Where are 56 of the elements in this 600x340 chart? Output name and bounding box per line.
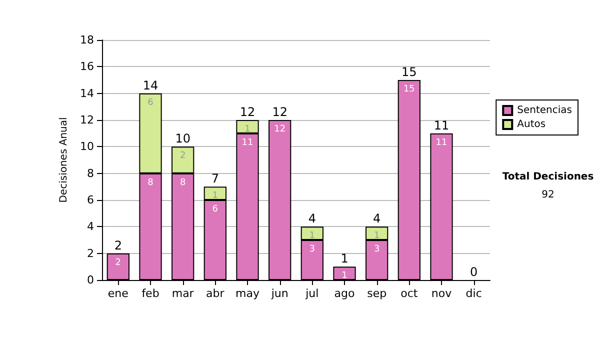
total-label: 15 — [402, 65, 417, 79]
x-tick-label: nov — [431, 287, 452, 300]
x-tick-label: mar — [172, 287, 194, 300]
total-label: 14 — [142, 78, 158, 92]
x-tick-label: feb — [142, 287, 160, 300]
y-tick-label: 4 — [87, 220, 94, 234]
data-label: 1 — [244, 124, 250, 134]
y-axis-title: Decisiones Anual — [58, 117, 70, 203]
y-tick-label: 2 — [87, 246, 94, 260]
x-tick-label: may — [236, 287, 260, 300]
data-label: 11 — [242, 138, 254, 148]
total-label: 4 — [373, 212, 381, 226]
y-tick-label: 6 — [87, 194, 94, 206]
data-label: 3 — [309, 244, 316, 254]
data-label: 6 — [148, 98, 154, 108]
x-tick-label: ene — [108, 287, 129, 300]
data-label: 2 — [115, 258, 122, 268]
total-label: 10 — [175, 132, 190, 146]
total-label: 7 — [211, 172, 219, 186]
y-tick-label: 0 — [87, 274, 94, 286]
data-label: 6 — [212, 204, 218, 214]
x-tick-label: sep — [367, 287, 387, 300]
y-tick-label: 12 — [80, 114, 94, 126]
data-label: 3 — [374, 244, 380, 254]
text: 92 — [542, 190, 554, 200]
total-label: 0 — [470, 265, 478, 279]
x-tick-label: jul — [304, 287, 319, 300]
data-label: 12 — [274, 124, 286, 134]
data-label: 1 — [342, 271, 348, 282]
total-label: 12 — [272, 105, 288, 119]
data-label: 1 — [309, 231, 316, 242]
x-tick-label: jun — [270, 287, 288, 300]
legend-label: Sentencias — [517, 105, 572, 116]
total-label: 12 — [240, 105, 256, 119]
total-label: 4 — [308, 212, 316, 226]
x-tick-label: abr — [206, 287, 225, 300]
y-tick-label: 10 — [80, 140, 94, 154]
x-tick-label: oct — [400, 287, 418, 300]
data-label: 15 — [403, 84, 415, 94]
legend-label: Autos — [517, 119, 546, 130]
y-tick-label: 14 — [80, 86, 94, 100]
total-label: 2 — [114, 238, 122, 252]
data-label: 1 — [374, 231, 380, 242]
x-tick-label: dic — [466, 287, 482, 300]
data-label: 2 — [180, 151, 186, 162]
x-tick-label: ago — [334, 287, 355, 300]
data-label: 11 — [436, 138, 448, 148]
y-tick-label: 16 — [80, 60, 94, 74]
y-tick-label: 8 — [87, 166, 94, 180]
data-label: 8 — [180, 178, 186, 188]
data-label: 1 — [212, 191, 218, 202]
text: Total Decisiones — [502, 172, 594, 182]
total-label: 11 — [434, 118, 450, 132]
y-tick-label: 18 — [80, 34, 94, 46]
data-label: 8 — [148, 178, 154, 188]
total-label: 1 — [340, 252, 348, 266]
